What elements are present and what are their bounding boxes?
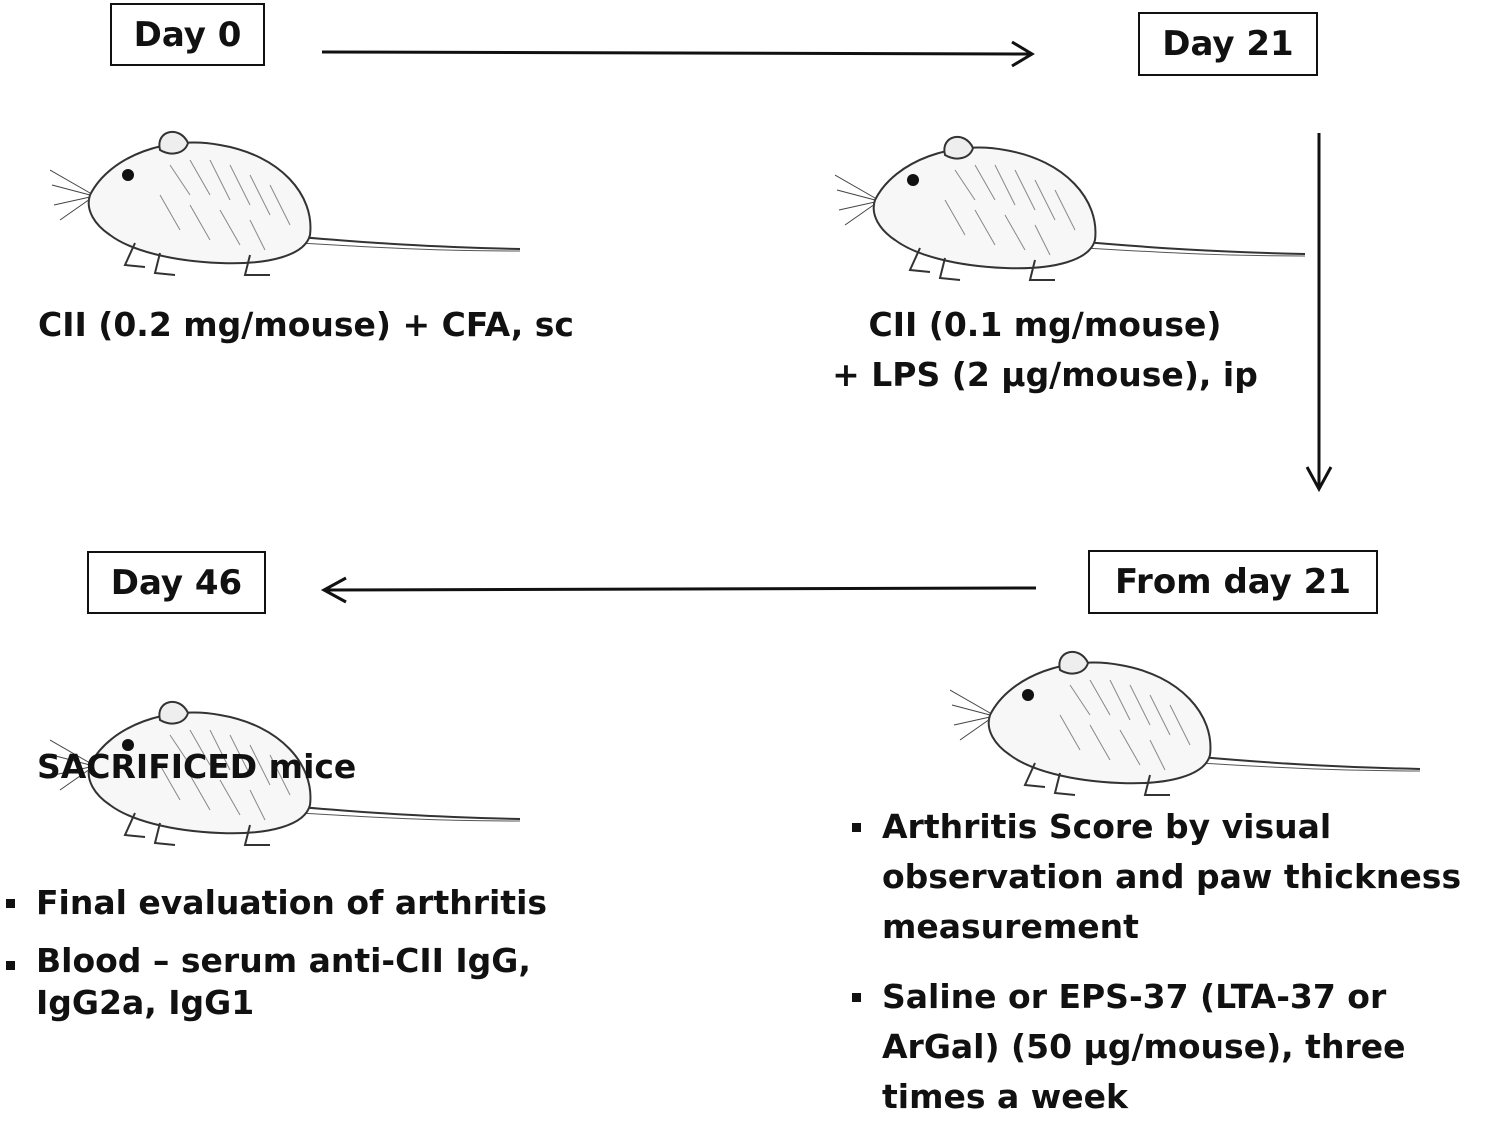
day21-treatment-line1: CII (0.1 mg/mouse) <box>868 305 1222 344</box>
list-item: Final evaluation of arthritis <box>6 878 606 928</box>
list-item: Arthritis Score by visual observation an… <box>852 802 1484 952</box>
mouse-illustration-day0 <box>50 130 521 276</box>
day0-label: Day 0 <box>133 14 242 55</box>
arrow-day0-to-day21 <box>321 50 1031 56</box>
day21-box: Day 21 <box>1138 12 1318 76</box>
from-day21-bullets: Arthritis Score by visual observation an… <box>852 802 1484 1122</box>
from-day21-label: From day 21 <box>1115 562 1351 602</box>
arrow-to-day46 <box>325 586 1037 592</box>
day46-bullets: Final evaluation of arthritis Blood – se… <box>6 878 606 1024</box>
from-day21-box: From day 21 <box>1088 550 1378 614</box>
day21-treatment-line2: + LPS (2 μg/mouse), ip <box>832 355 1258 394</box>
list-item: Blood – serum anti-CII IgG, IgG2a, IgG1 <box>6 940 606 1024</box>
mouse-illustration-from-day21 <box>950 650 1421 796</box>
day21-treatment: CII (0.1 mg/mouse) + LPS (2 μg/mouse), i… <box>790 300 1300 400</box>
day21-label: Day 21 <box>1162 24 1294 64</box>
day46-label: Day 46 <box>110 562 243 603</box>
list-item: Saline or EPS-37 (LTA-37 or ArGal) (50 μ… <box>852 972 1484 1122</box>
mouse-illustration-day21 <box>835 135 1306 281</box>
day0-treatment: CII (0.2 mg/mouse) + CFA, sc <box>38 305 574 344</box>
sacrificed-mice-label: SACRIFICED mice <box>37 747 357 786</box>
day46-box: Day 46 <box>87 551 266 614</box>
day0-box: Day 0 <box>110 3 265 66</box>
